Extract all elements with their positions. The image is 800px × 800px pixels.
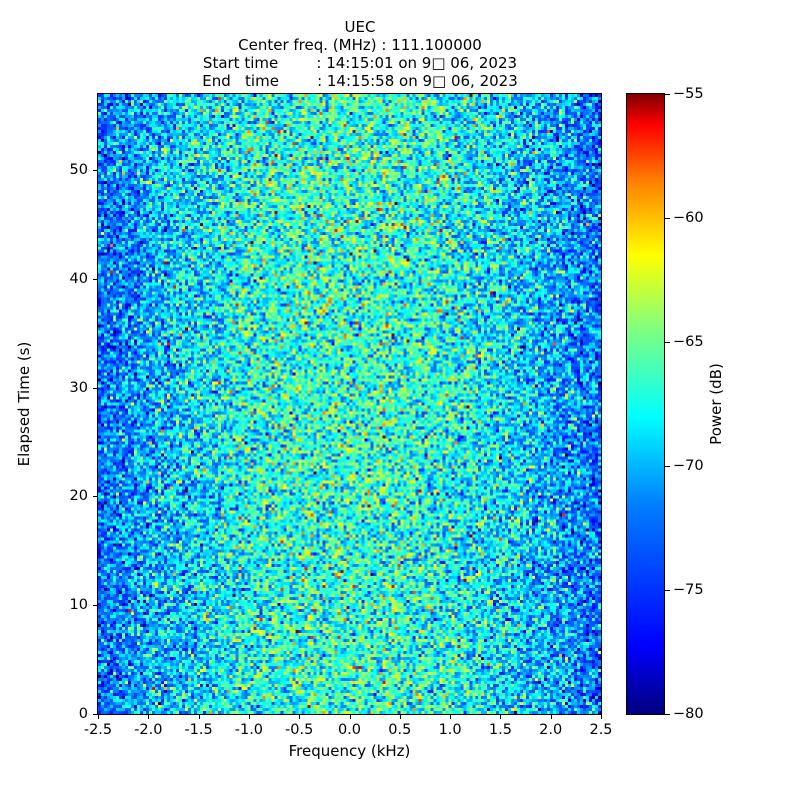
colorbar-tick-label: −65 — [673, 334, 704, 350]
colorbar-tick-mark — [665, 342, 670, 343]
y-tick-mark — [93, 605, 97, 607]
colorbar-tick-mark — [665, 218, 670, 219]
y-tick-mark — [93, 278, 97, 280]
x-tick-mark — [450, 715, 452, 719]
x-tick-mark — [349, 715, 351, 719]
spectrogram-plot-area — [97, 93, 602, 715]
x-tick-label: -2.0 — [134, 722, 163, 738]
colorbar-tick-mark — [665, 714, 670, 715]
x-tick-label: 0.0 — [337, 722, 362, 738]
colorbar-tick-label: −70 — [673, 458, 704, 474]
x-tick-label: -0.5 — [285, 722, 314, 738]
x-tick-mark — [248, 715, 250, 719]
title-line-end-time: End time : 14:15:58 on 9□ 06, 2023 — [202, 72, 518, 90]
colorbar-tick-mark — [665, 590, 670, 591]
colorbar-tick-label: −55 — [673, 86, 704, 102]
y-tick-label: 50 — [69, 162, 88, 179]
x-tick-label: -2.5 — [83, 722, 113, 738]
x-tick-mark — [148, 715, 150, 719]
y-tick-mark — [93, 496, 97, 498]
x-tick-label: 1.0 — [438, 722, 462, 738]
x-tick-mark — [299, 715, 301, 719]
x-tick-label: -1.0 — [234, 722, 264, 738]
y-tick-label: 20 — [69, 488, 88, 505]
y-tick-label: 40 — [69, 270, 88, 287]
colorbar-tick-mark — [665, 94, 670, 95]
x-tick-label: -1.5 — [184, 722, 213, 738]
colorbar-gradient — [627, 94, 664, 714]
colorbar-tick-label: −75 — [673, 582, 704, 598]
y-tick-label: 0 — [78, 706, 88, 722]
x-tick-mark — [198, 715, 200, 719]
figure-title-block: UEC Center freq. (MHz) : 111.100000 Star… — [0, 18, 720, 90]
x-tick-mark — [98, 715, 99, 719]
x-tick-mark — [550, 715, 552, 719]
spectrogram-image — [98, 94, 601, 714]
y-tick-label: 10 — [69, 597, 88, 614]
x-tick-label: 2.5 — [589, 722, 613, 738]
y-tick-mark — [93, 714, 97, 715]
y-tick-label: 30 — [69, 379, 88, 396]
x-tick-label: 2.0 — [539, 722, 563, 738]
colorbar-label: Power (dB) — [707, 363, 725, 445]
x-tick-mark — [399, 715, 401, 719]
title-line-start-time: Start time : 14:15:01 on 9□ 06, 2023 — [202, 54, 518, 72]
y-axis-label: Elapsed Time (s) — [15, 341, 33, 467]
title-line-station: UEC — [344, 18, 376, 36]
colorbar-tick-mark — [665, 466, 670, 467]
x-tick-label: 1.5 — [488, 722, 512, 738]
colorbar-tick-label: −80 — [673, 706, 704, 722]
colorbar-tick-label: −60 — [673, 210, 704, 226]
title-line-center-freq: Center freq. (MHz) : 111.100000 — [238, 36, 482, 54]
colorbar — [626, 93, 665, 715]
y-tick-mark — [93, 170, 97, 172]
x-tick-mark — [500, 715, 502, 719]
x-axis-label: Frequency (kHz) — [288, 742, 411, 760]
x-tick-mark — [601, 715, 602, 719]
x-tick-label: 0.5 — [388, 722, 412, 738]
y-tick-mark — [93, 387, 97, 389]
